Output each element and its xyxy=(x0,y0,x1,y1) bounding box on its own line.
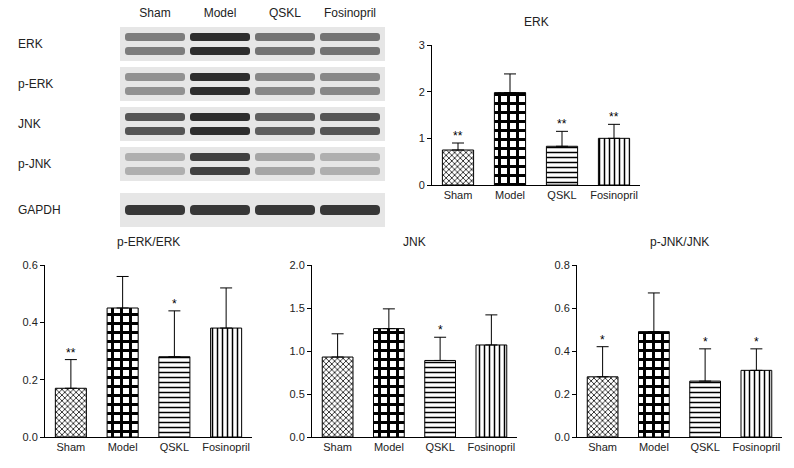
svg-text:0.2: 0.2 xyxy=(555,388,570,400)
svg-text:p-ERK: p-ERK xyxy=(18,77,53,91)
svg-text:Sham: Sham xyxy=(139,6,170,20)
svg-text:1: 1 xyxy=(419,132,425,144)
svg-text:Fosinopril: Fosinopril xyxy=(733,441,781,453)
svg-text:Model: Model xyxy=(374,441,404,453)
svg-text:QSKL: QSKL xyxy=(269,6,301,20)
svg-text:*: * xyxy=(172,297,177,311)
svg-text:0.6: 0.6 xyxy=(23,259,38,271)
svg-text:QSKL: QSKL xyxy=(160,441,189,453)
svg-text:0.8: 0.8 xyxy=(555,259,570,271)
svg-text:Sham: Sham xyxy=(57,441,86,453)
svg-text:0.0: 0.0 xyxy=(290,431,305,443)
svg-text:1.0: 1.0 xyxy=(290,345,305,357)
svg-text:Fosinopril: Fosinopril xyxy=(590,189,638,201)
svg-text:p-JNK: p-JNK xyxy=(18,157,51,171)
svg-text:2: 2 xyxy=(419,86,425,98)
svg-text:Fosinopril: Fosinopril xyxy=(202,441,250,453)
svg-text:0.0: 0.0 xyxy=(555,431,570,443)
svg-text:0.0: 0.0 xyxy=(23,431,38,443)
svg-text:*: * xyxy=(754,335,759,349)
svg-text:Model: Model xyxy=(204,6,237,20)
svg-text:0.6: 0.6 xyxy=(555,302,570,314)
svg-text:QSKL: QSKL xyxy=(690,441,719,453)
svg-text:0.4: 0.4 xyxy=(555,345,570,357)
svg-text:3: 3 xyxy=(419,39,425,51)
svg-text:QSKL: QSKL xyxy=(547,189,576,201)
svg-text:Model: Model xyxy=(639,441,669,453)
svg-text:0: 0 xyxy=(419,179,425,191)
svg-text:p-JNK/JNK: p-JNK/JNK xyxy=(650,235,709,249)
svg-text:Sham: Sham xyxy=(588,441,617,453)
svg-text:Fosinopril: Fosinopril xyxy=(324,6,376,20)
svg-text:**: ** xyxy=(453,129,463,143)
svg-text:*: * xyxy=(438,323,443,337)
svg-text:**: ** xyxy=(609,110,619,124)
svg-text:ERK: ERK xyxy=(18,37,43,51)
svg-text:*: * xyxy=(703,335,708,349)
svg-text:JNK: JNK xyxy=(403,235,426,249)
svg-text:Sham: Sham xyxy=(444,189,473,201)
svg-text:ERK: ERK xyxy=(524,15,549,29)
svg-text:Model: Model xyxy=(108,441,138,453)
svg-text:p-ERK/ERK: p-ERK/ERK xyxy=(117,235,180,249)
svg-text:2.0: 2.0 xyxy=(290,259,305,271)
svg-text:1.5: 1.5 xyxy=(290,302,305,314)
svg-text:0.4: 0.4 xyxy=(23,316,38,328)
svg-text:Sham: Sham xyxy=(323,441,352,453)
svg-text:QSKL: QSKL xyxy=(425,441,454,453)
svg-text:*: * xyxy=(600,333,605,347)
svg-text:Fosinopril: Fosinopril xyxy=(468,441,516,453)
svg-text:**: ** xyxy=(66,346,76,360)
svg-text:JNK: JNK xyxy=(18,117,41,131)
svg-text:**: ** xyxy=(557,117,567,131)
svg-text:GAPDH: GAPDH xyxy=(18,203,61,217)
svg-text:0.2: 0.2 xyxy=(23,374,38,386)
svg-text:Model: Model xyxy=(495,189,525,201)
svg-text:0.5: 0.5 xyxy=(290,388,305,400)
